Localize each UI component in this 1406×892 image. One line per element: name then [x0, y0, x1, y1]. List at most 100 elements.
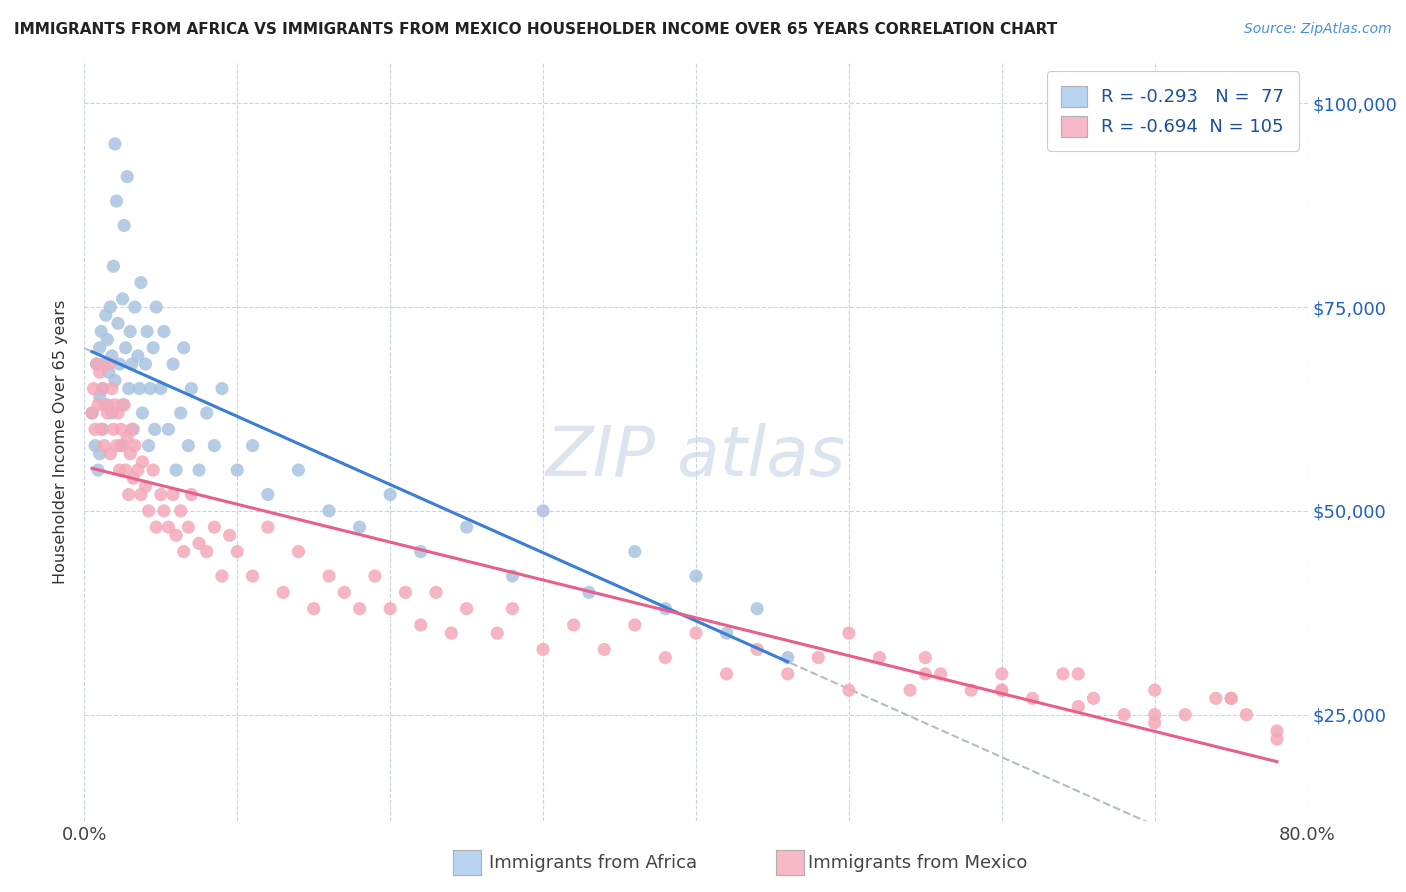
Point — [502, 601, 524, 615]
Point — [111, 439, 134, 453]
Point — [226, 544, 249, 558]
Point — [502, 569, 524, 583]
Point — [1174, 707, 1197, 722]
Point — [94, 308, 117, 322]
Point — [93, 439, 115, 453]
Point — [776, 650, 799, 665]
Point — [302, 601, 325, 615]
Point — [177, 439, 200, 453]
Point — [107, 316, 129, 330]
Point — [121, 357, 143, 371]
Point — [112, 398, 135, 412]
Point — [105, 194, 128, 208]
Point — [97, 365, 120, 379]
Point — [118, 487, 141, 501]
Point — [380, 487, 402, 501]
Point — [1067, 699, 1090, 714]
Point — [89, 341, 111, 355]
Point — [135, 357, 157, 371]
Point — [531, 642, 554, 657]
Point — [142, 341, 165, 355]
Point — [991, 683, 1014, 698]
Point — [87, 398, 110, 412]
Point — [108, 463, 131, 477]
Legend: R = -0.293   N =  77, R = -0.694  N = 105: R = -0.293 N = 77, R = -0.694 N = 105 — [1047, 71, 1299, 151]
Point — [91, 422, 114, 436]
Point — [1220, 691, 1243, 706]
Point — [145, 520, 167, 534]
Point — [149, 487, 172, 501]
Point — [153, 325, 176, 339]
Point — [456, 601, 478, 615]
Point — [1236, 707, 1258, 722]
Point — [101, 349, 124, 363]
Point — [173, 341, 195, 355]
Point — [440, 626, 463, 640]
Point — [349, 601, 371, 615]
Point — [101, 382, 124, 396]
Point — [202, 520, 225, 534]
Point — [242, 569, 264, 583]
Point — [716, 626, 738, 640]
Point — [195, 406, 218, 420]
Point — [91, 382, 114, 396]
Point — [654, 601, 676, 615]
Point — [838, 683, 860, 698]
Point — [807, 650, 830, 665]
Point — [90, 422, 112, 436]
Point — [104, 398, 127, 412]
Point — [188, 536, 211, 550]
Point — [1265, 732, 1288, 747]
Point — [195, 544, 218, 558]
Point — [685, 569, 707, 583]
Y-axis label: Householder Income Over 65 years: Householder Income Over 65 years — [53, 300, 69, 583]
Point — [349, 520, 371, 534]
Point — [111, 292, 134, 306]
Point — [211, 382, 233, 396]
Point — [242, 439, 264, 453]
Point — [170, 406, 193, 420]
Point — [136, 325, 159, 339]
Point — [624, 618, 647, 632]
Point — [456, 520, 478, 534]
Point — [153, 504, 176, 518]
Point — [129, 487, 152, 501]
Point — [111, 398, 134, 412]
Point — [380, 601, 402, 615]
Point — [108, 357, 131, 371]
Point — [287, 544, 309, 558]
Point — [318, 569, 340, 583]
Point — [124, 439, 146, 453]
Point — [747, 642, 769, 657]
Point — [170, 504, 193, 518]
Point — [83, 382, 105, 396]
Point — [89, 390, 111, 404]
Point — [531, 504, 554, 518]
Point — [211, 569, 233, 583]
Point — [138, 439, 160, 453]
Point — [80, 406, 103, 420]
Point — [114, 341, 136, 355]
Point — [96, 406, 118, 420]
Point — [364, 569, 387, 583]
Point — [129, 276, 152, 290]
Point — [318, 504, 340, 518]
Point — [149, 382, 172, 396]
Point — [1205, 691, 1227, 706]
Point — [593, 642, 616, 657]
Point — [157, 520, 180, 534]
Point — [131, 455, 153, 469]
Point — [165, 463, 187, 477]
Point — [914, 650, 936, 665]
Point — [1067, 666, 1090, 681]
Point — [86, 357, 108, 371]
Point — [394, 585, 416, 599]
Point — [202, 439, 225, 453]
Point — [838, 626, 860, 640]
Point — [128, 382, 150, 396]
Point — [103, 422, 125, 436]
Point — [103, 259, 125, 273]
Point — [118, 382, 141, 396]
Point — [914, 666, 936, 681]
Point — [562, 618, 585, 632]
